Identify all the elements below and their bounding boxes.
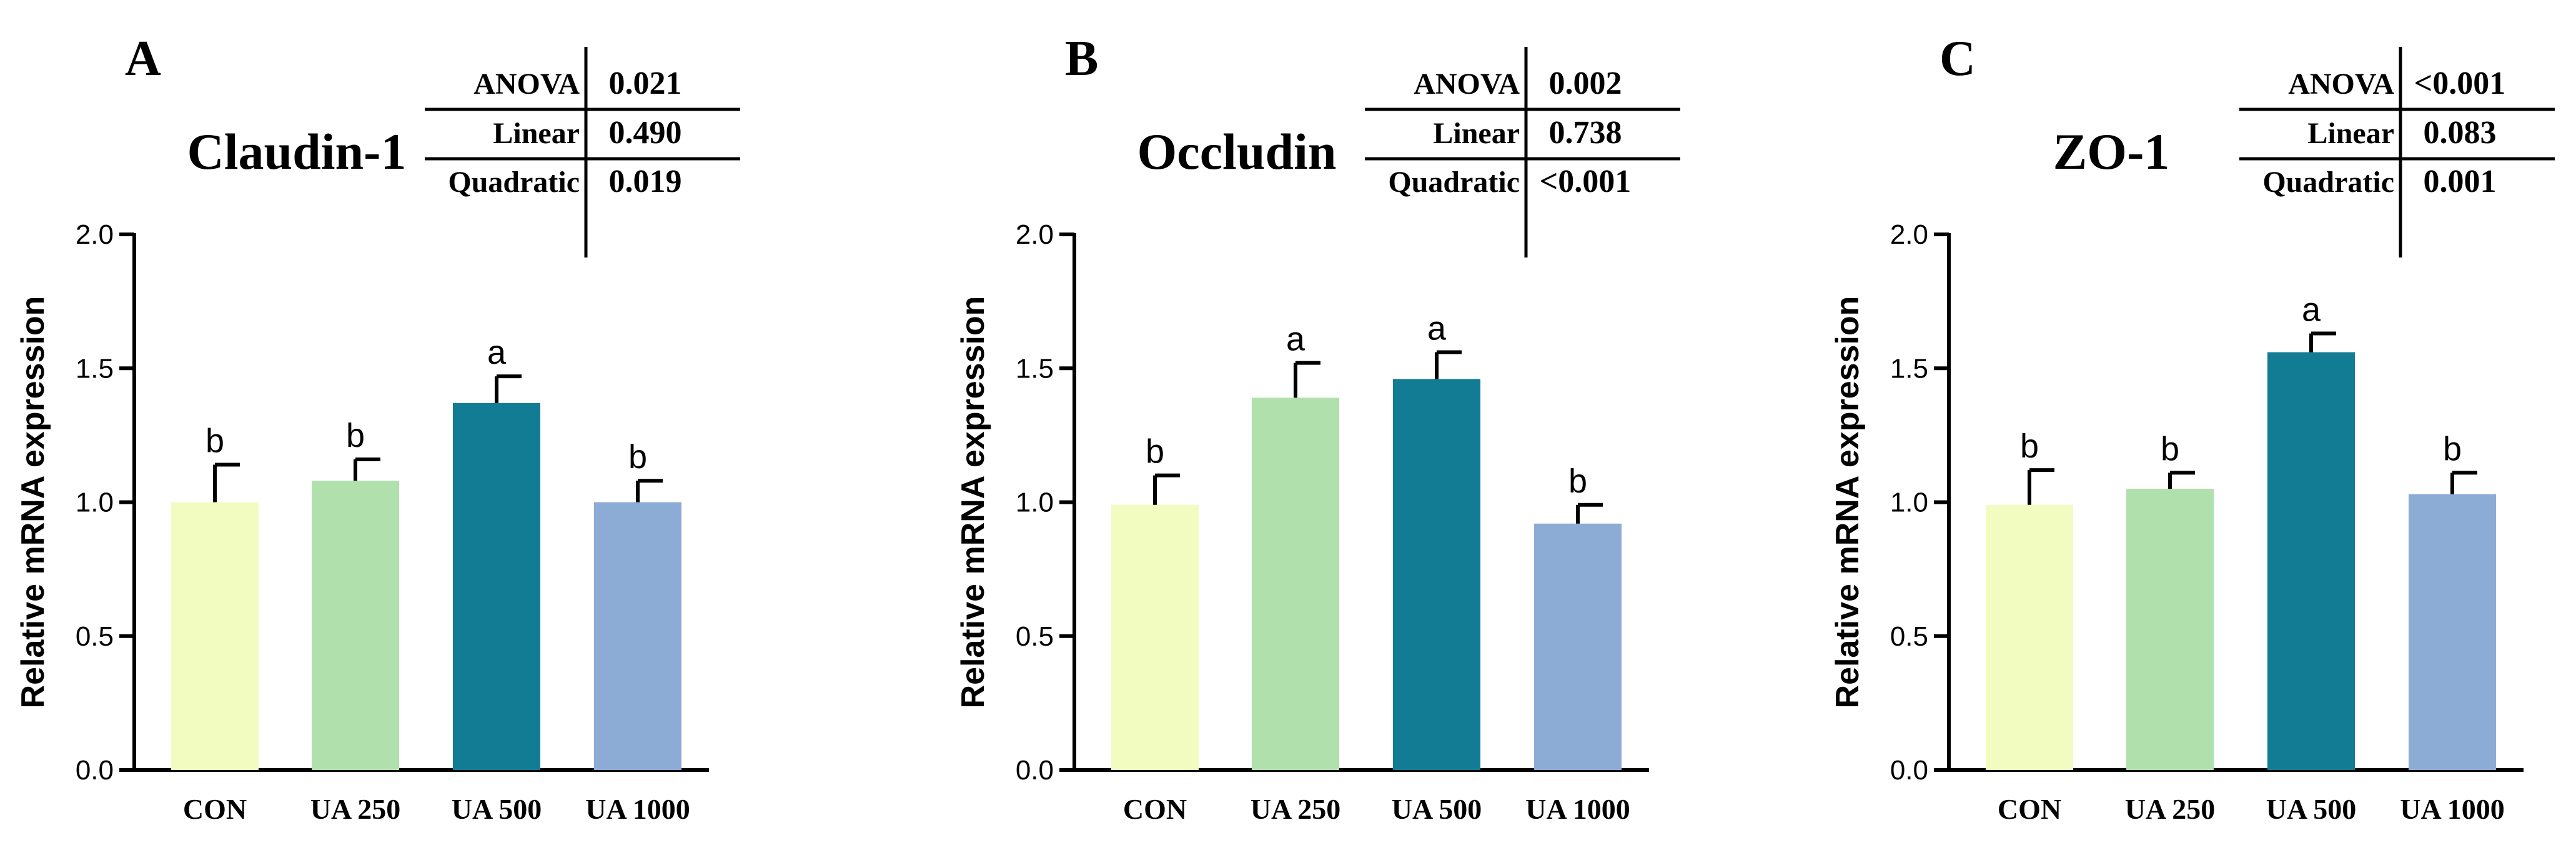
- stats-row-label: Linear: [2307, 117, 2394, 150]
- stats-row-label: ANOVA: [1414, 68, 1520, 101]
- x-tick-label: UA 1000: [1525, 793, 1630, 825]
- significance-letter: a: [1427, 310, 1447, 348]
- x-tick-label: UA 250: [310, 793, 400, 825]
- bar: [312, 481, 399, 770]
- significance-letter: b: [346, 417, 365, 454]
- x-tick-label: UA 250: [2125, 793, 2215, 825]
- y-tick-label: 2.0: [76, 219, 114, 250]
- x-tick-label: UA 1000: [2400, 793, 2504, 825]
- bar: [2409, 494, 2496, 770]
- y-tick-label: 0.5: [1016, 621, 1054, 652]
- chart-panel-b: B Occludin ANOVA 0.002 Linear 0.738 Quadratic <…: [955, 31, 1680, 825]
- stats-value: 0.021: [609, 66, 682, 101]
- stats-value: 0.019: [609, 164, 682, 199]
- bar: [171, 502, 259, 770]
- y-tick-label: 0.0: [1890, 755, 1928, 786]
- stats-row-label: Quadratic: [1388, 166, 1520, 199]
- panel-letter: B: [1065, 31, 1098, 86]
- x-tick-label: CON: [1123, 793, 1187, 825]
- bar: [1111, 504, 1199, 770]
- stats-value: 0.001: [2424, 164, 2497, 199]
- gene-title: ZO-1: [2053, 123, 2170, 180]
- y-axis-label: Relative mRNA expression: [1830, 296, 1866, 709]
- y-tick-label: 0.5: [1890, 621, 1928, 652]
- significance-letter: b: [206, 422, 224, 460]
- stats-value: 0.083: [2424, 115, 2497, 151]
- significance-letter: b: [2161, 430, 2179, 468]
- significance-letter: b: [1568, 462, 1587, 500]
- x-tick-label: UA 1000: [585, 793, 690, 825]
- bar: [2267, 352, 2355, 770]
- stats-value: 0.490: [609, 115, 682, 151]
- x-tick-label: CON: [183, 793, 247, 825]
- gene-title: Occludin: [1137, 123, 1337, 180]
- stats-row-label: ANOVA: [2288, 68, 2394, 101]
- bar: [453, 402, 540, 770]
- y-tick-label: 1.0: [1890, 488, 1928, 518]
- x-tick-label: UA 500: [1392, 793, 1482, 825]
- panel-letter: A: [125, 31, 161, 86]
- stats-value: <0.001: [2414, 66, 2506, 101]
- y-tick-label: 1.5: [76, 353, 114, 384]
- stats-row-label: Quadratic: [2262, 166, 2394, 199]
- significance-letter: b: [1146, 433, 1164, 471]
- y-tick-label: 0.5: [76, 621, 114, 652]
- chart-panel-a: A Claudin-1 ANOVA 0.021 Linear 0.490 Quadratic…: [15, 31, 740, 825]
- gene-title: Claudin-1: [187, 123, 407, 180]
- stats-value: 0.738: [1549, 115, 1622, 151]
- significance-letter: a: [487, 334, 507, 371]
- bar: [2126, 489, 2214, 770]
- bar: [594, 502, 681, 770]
- y-tick-label: 2.0: [1890, 219, 1928, 250]
- stats-row-label: ANOVA: [473, 68, 580, 101]
- bar: [1252, 398, 1339, 770]
- x-tick-label: UA 500: [2266, 793, 2356, 825]
- significance-letter: b: [2020, 428, 2039, 465]
- y-tick-label: 0.0: [1016, 755, 1054, 786]
- x-tick-label: UA 250: [1251, 793, 1340, 825]
- y-tick-label: 2.0: [1016, 219, 1054, 250]
- stats-row-label: Linear: [493, 117, 580, 150]
- x-tick-label: UA 500: [452, 793, 542, 825]
- stats-row-label: Quadratic: [448, 166, 580, 199]
- y-axis-label: Relative mRNA expression: [955, 296, 991, 709]
- significance-letter: a: [1286, 321, 1305, 358]
- y-tick-label: 1.0: [1016, 488, 1054, 518]
- stats-value: <0.001: [1540, 164, 1632, 199]
- y-axis-label: Relative mRNA expression: [15, 296, 51, 709]
- stats-value: 0.002: [1549, 66, 1622, 101]
- bar: [1393, 379, 1480, 770]
- stats-row-label: Linear: [1433, 117, 1520, 150]
- y-tick-label: 1.0: [76, 488, 114, 518]
- y-tick-label: 0.0: [76, 755, 114, 786]
- x-tick-label: CON: [1998, 793, 2061, 825]
- bar: [1986, 504, 2073, 770]
- bar: [1534, 523, 1622, 770]
- significance-letter: b: [2443, 430, 2462, 468]
- y-tick-label: 1.5: [1016, 353, 1054, 384]
- panel-letter: C: [1939, 31, 1976, 86]
- y-tick-label: 1.5: [1890, 353, 1928, 384]
- significance-letter: a: [2302, 291, 2321, 329]
- significance-letter: b: [628, 438, 647, 476]
